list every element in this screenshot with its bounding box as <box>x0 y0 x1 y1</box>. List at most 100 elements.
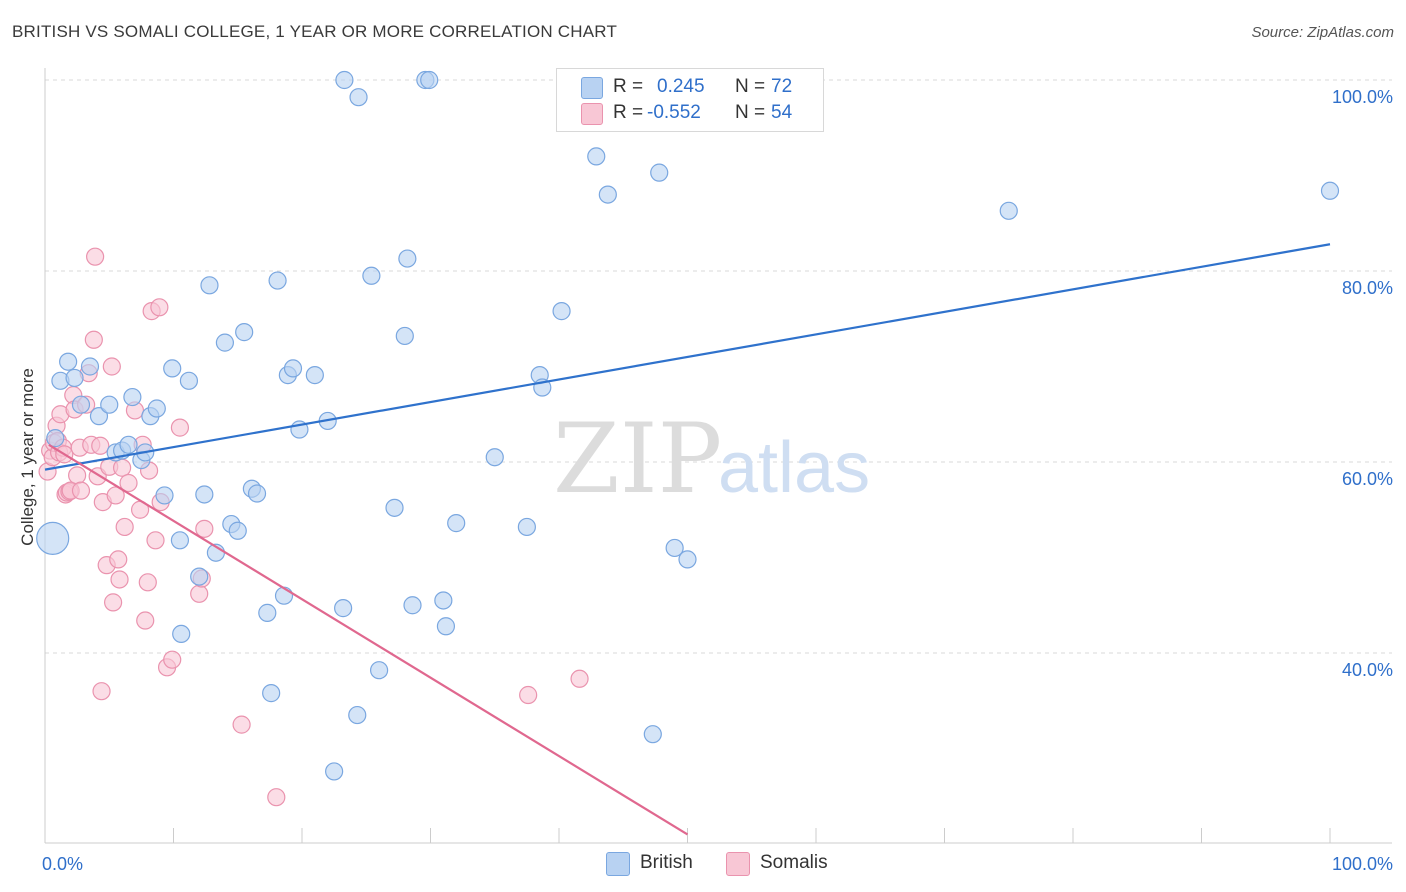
x-tick-label: 100.0% <box>1332 854 1393 874</box>
british-point <box>274 586 294 605</box>
british-point <box>100 395 119 414</box>
british-point <box>119 435 138 454</box>
somalis-point <box>519 685 538 705</box>
british-point <box>403 596 422 615</box>
british-point <box>283 359 303 378</box>
british-point <box>195 485 214 504</box>
british-point <box>517 517 536 537</box>
somalis-points <box>38 247 589 807</box>
british-r-label: R = <box>613 76 644 97</box>
trend-lines <box>44 243 1331 836</box>
british-n-value: 72 <box>771 76 793 97</box>
british-point <box>147 399 166 418</box>
british-point <box>325 762 344 781</box>
somalis-trend-line <box>48 443 689 836</box>
somalis-point <box>570 669 589 688</box>
british-point <box>80 357 100 376</box>
y-tick-label: 40.0% <box>1342 660 1393 680</box>
british-legend-label: British <box>640 852 693 873</box>
somalis-point <box>109 550 128 569</box>
british-point <box>59 352 78 371</box>
british-point <box>650 163 669 182</box>
x-tick-label: 0.0% <box>42 854 83 874</box>
british-point <box>552 302 571 321</box>
british-point <box>190 567 209 586</box>
somalis-legend-swatch <box>726 852 750 876</box>
british-point <box>305 365 324 385</box>
british-point <box>395 326 414 346</box>
british-point <box>678 550 697 569</box>
british-point <box>434 591 453 610</box>
british-point <box>999 201 1018 220</box>
british-point <box>349 88 368 107</box>
somalis-point <box>110 570 129 589</box>
british-point <box>398 249 417 268</box>
somalis-point <box>195 519 214 538</box>
y-tick-label: 100.0% <box>1332 87 1393 107</box>
british-point <box>643 725 662 744</box>
somalis-n-value: 54 <box>771 102 793 123</box>
british-point <box>155 486 174 505</box>
british-point <box>235 323 254 342</box>
zipatlas-watermark: ZIP atlas <box>553 403 870 515</box>
somalis-point <box>170 418 190 437</box>
british-point <box>123 387 142 407</box>
somalis-point <box>84 330 103 349</box>
british-point <box>36 521 70 556</box>
british-n-label: N = <box>735 76 766 97</box>
british-point <box>485 448 504 467</box>
british-point <box>179 371 199 390</box>
somalis-point <box>267 788 286 807</box>
british-point <box>370 661 389 680</box>
somalis-point <box>104 593 123 612</box>
y-axis-label: College, 1 year or more <box>18 368 37 546</box>
british-point <box>665 538 684 558</box>
british-point <box>348 705 367 725</box>
y-tick-label: 60.0% <box>1342 469 1393 489</box>
somalis-point <box>86 247 105 266</box>
british-point <box>215 333 234 352</box>
british-point <box>71 395 91 414</box>
grid-lines <box>45 79 1392 654</box>
somalis-swatch <box>581 103 603 125</box>
y-tick-labels: 40.0% 60.0% 80.0% 100.0% <box>1332 87 1393 680</box>
chart-title: BRITISH VS SOMALI COLLEGE, 1 YEAR OR MOR… <box>12 22 618 41</box>
british-point <box>228 521 247 540</box>
british-point <box>385 498 404 517</box>
watermark-zip: ZIP <box>553 403 722 515</box>
british-point <box>89 407 109 426</box>
british-point <box>172 624 191 644</box>
somalis-point <box>112 458 132 477</box>
british-r-value: 0.245 <box>657 76 705 97</box>
british-point <box>334 599 353 618</box>
british-point <box>65 368 84 388</box>
british-point <box>262 684 281 703</box>
somalis-point <box>106 486 125 505</box>
somalis-point <box>68 466 87 485</box>
correlation-legend: R = 0.245 N = 72 R = -0.552 N = 54 <box>556 68 824 132</box>
somalis-point <box>92 682 111 701</box>
british-point <box>436 617 456 636</box>
british-points <box>36 70 1340 781</box>
y-tick-label: 80.0% <box>1342 278 1393 298</box>
british-point <box>420 70 439 90</box>
x-tick-labels: 0.0% 100.0% <box>42 854 1393 874</box>
british-point <box>587 147 606 166</box>
british-point <box>163 359 182 378</box>
somalis-point <box>190 584 209 603</box>
somalis-point <box>146 531 165 550</box>
somalis-point <box>136 611 155 630</box>
somalis-point <box>102 357 121 376</box>
british-point <box>170 531 190 550</box>
somalis-n-label: N = <box>735 102 766 123</box>
somalis-point <box>232 715 251 734</box>
british-point <box>362 266 381 285</box>
somalis-point <box>71 481 91 500</box>
somalis-r-label: R = <box>613 102 644 123</box>
somalis-r-value: -0.552 <box>647 102 701 123</box>
british-point <box>447 514 466 533</box>
somalis-point <box>119 473 138 493</box>
somalis-point <box>91 436 110 455</box>
british-point <box>335 70 354 90</box>
